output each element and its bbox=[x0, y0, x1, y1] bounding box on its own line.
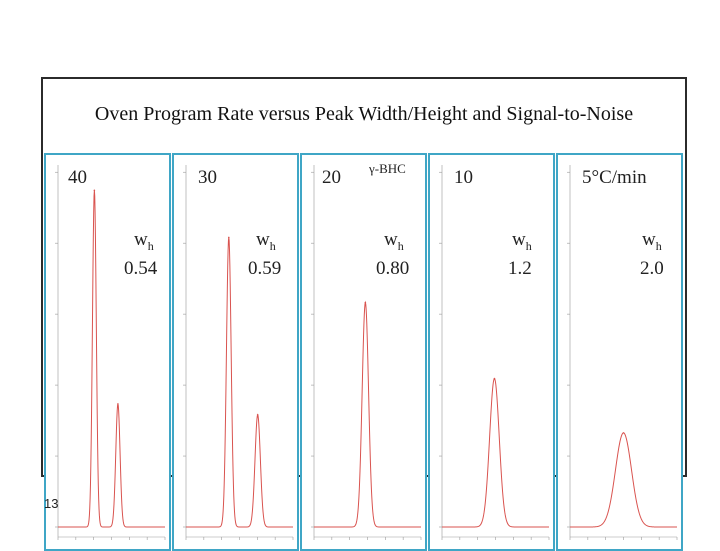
chromatogram-plot-5 bbox=[567, 165, 678, 540]
wh-value: 1.2 bbox=[508, 258, 532, 279]
compound-label: γ-BHC bbox=[369, 161, 406, 176]
wh-label: wh bbox=[256, 229, 276, 253]
chromatogram-plot-3 bbox=[311, 165, 422, 540]
rate-label: 20 bbox=[322, 167, 341, 188]
chromatogram-trace bbox=[570, 432, 677, 528]
panel-rate-20: 20 γ-BHC wh 0.80 bbox=[300, 153, 427, 551]
chromatogram-trace bbox=[442, 377, 549, 528]
peak-apex-2 bbox=[117, 403, 119, 405]
panel-rate-5: 5°C/min wh 2.0 bbox=[556, 153, 683, 551]
chromatogram-plot-4 bbox=[439, 165, 550, 540]
peak-apex-1 bbox=[622, 432, 625, 434]
panel-rate-40: 40 wh 0.54 bbox=[44, 153, 171, 551]
rate-label: 10 bbox=[454, 167, 473, 188]
wh-label: wh bbox=[642, 229, 662, 253]
chromatogram-plot-2 bbox=[183, 165, 294, 540]
chromatogram-trace bbox=[186, 237, 293, 528]
chromatogram-plot-1 bbox=[55, 165, 166, 540]
chromatogram-trace bbox=[58, 190, 165, 528]
wh-label: wh bbox=[134, 229, 154, 253]
wh-value: 0.80 bbox=[376, 258, 410, 279]
wh-value: 0.54 bbox=[124, 258, 158, 279]
peak-apex-1 bbox=[93, 189, 96, 192]
wh-value: 2.0 bbox=[640, 258, 664, 279]
figure-frame: Oven Program Rate versus Peak Width/Heig… bbox=[41, 77, 687, 551]
peak-apex-2 bbox=[256, 413, 259, 416]
rate-label: 5°C/min bbox=[582, 167, 647, 188]
panel-rate-10: 10 wh 1.2 bbox=[428, 153, 555, 551]
wh-label: wh bbox=[384, 229, 404, 253]
peak-apex-1 bbox=[228, 236, 230, 239]
peak-apex-1 bbox=[493, 377, 496, 380]
wh-value: 0.59 bbox=[248, 258, 282, 279]
figure-title: Oven Program Rate versus Peak Width/Heig… bbox=[94, 103, 634, 125]
wh-label: wh bbox=[512, 229, 532, 253]
page-number: 13 bbox=[44, 496, 59, 511]
rate-label: 40 bbox=[68, 167, 87, 188]
panel-rate-30: 30 wh 0.59 bbox=[172, 153, 299, 551]
chromatogram-trace bbox=[314, 300, 421, 528]
rate-label: 30 bbox=[198, 167, 217, 188]
peak-apex-1 bbox=[364, 301, 367, 304]
